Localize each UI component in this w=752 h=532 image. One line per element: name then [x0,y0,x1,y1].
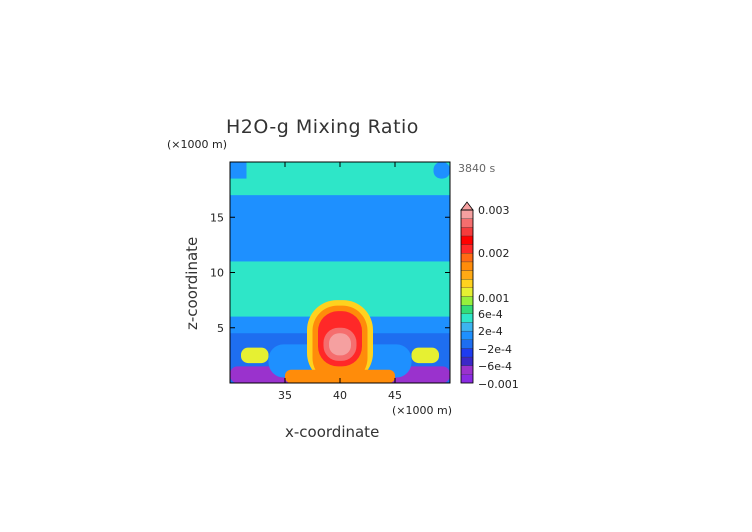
colorbar-swatch [460,235,474,245]
colorbar-swatch [460,218,474,228]
colorbar-swatch [460,322,474,332]
colorbar-swatch [460,261,474,271]
colorbar-extension-arrow [460,201,474,211]
colorbar-label: −0.001 [478,378,519,391]
colorbar-label: 0.002 [478,247,510,260]
colorbar-label: 0.001 [478,292,510,305]
colorbar-swatch [460,374,474,384]
colorbar-swatch [460,227,474,237]
field-region [241,347,269,364]
plot-area [230,162,450,383]
x-tick-label: 40 [333,389,347,402]
y-tick-label: 10 [210,267,224,280]
colorbar-swatch [460,304,474,314]
colorbar-swatch [460,279,474,289]
x-tick-label: 45 [388,389,402,402]
field-region [230,162,247,179]
colorbar-swatch [460,348,474,358]
field-region [285,369,395,383]
colorbar-label: −6e-4 [478,360,512,373]
colorbar-label: 2e-4 [478,325,503,338]
axes: 35 40 45 5 10 15 [210,161,451,402]
colorbar-swatch [460,270,474,280]
colorbar-swatch [460,339,474,349]
field-region [411,347,439,364]
field-region [433,162,450,179]
x-axis-label: x-coordinate [285,423,380,441]
colorbar-label: 0.003 [478,204,510,217]
field-region [329,333,351,356]
colorbar-label: 6e-4 [478,308,503,321]
colorbar-swatch [460,287,474,297]
field-region [230,162,450,196]
time-label: 3840 s [458,162,496,175]
colorbar-swatch [460,313,474,323]
x-tick-label: 35 [278,389,292,402]
colorbar-swatch [460,330,474,340]
chart-title: H2O-g Mixing Ratio [226,116,419,138]
colorbar-label: −2e-4 [478,343,512,356]
colorbar-swatch [460,365,474,375]
x-axis-unit: (×1000 m) [392,404,453,417]
colorbar-swatch [460,253,474,263]
colorbar-swatch [460,296,474,306]
colorbar-swatch [460,356,474,366]
y-axis-unit: (×1000 m) [167,138,228,151]
colorbar: 0.003 0.002 0.001 6e-4 2e-4 −2e-4 −6e-4 −0.001 [460,201,519,391]
colorbar-swatch [460,209,474,219]
colorbar-frame [460,209,474,384]
colorbar-swatch [460,244,474,254]
y-tick-label: 15 [210,211,224,224]
y-tick-label: 5 [217,322,224,335]
